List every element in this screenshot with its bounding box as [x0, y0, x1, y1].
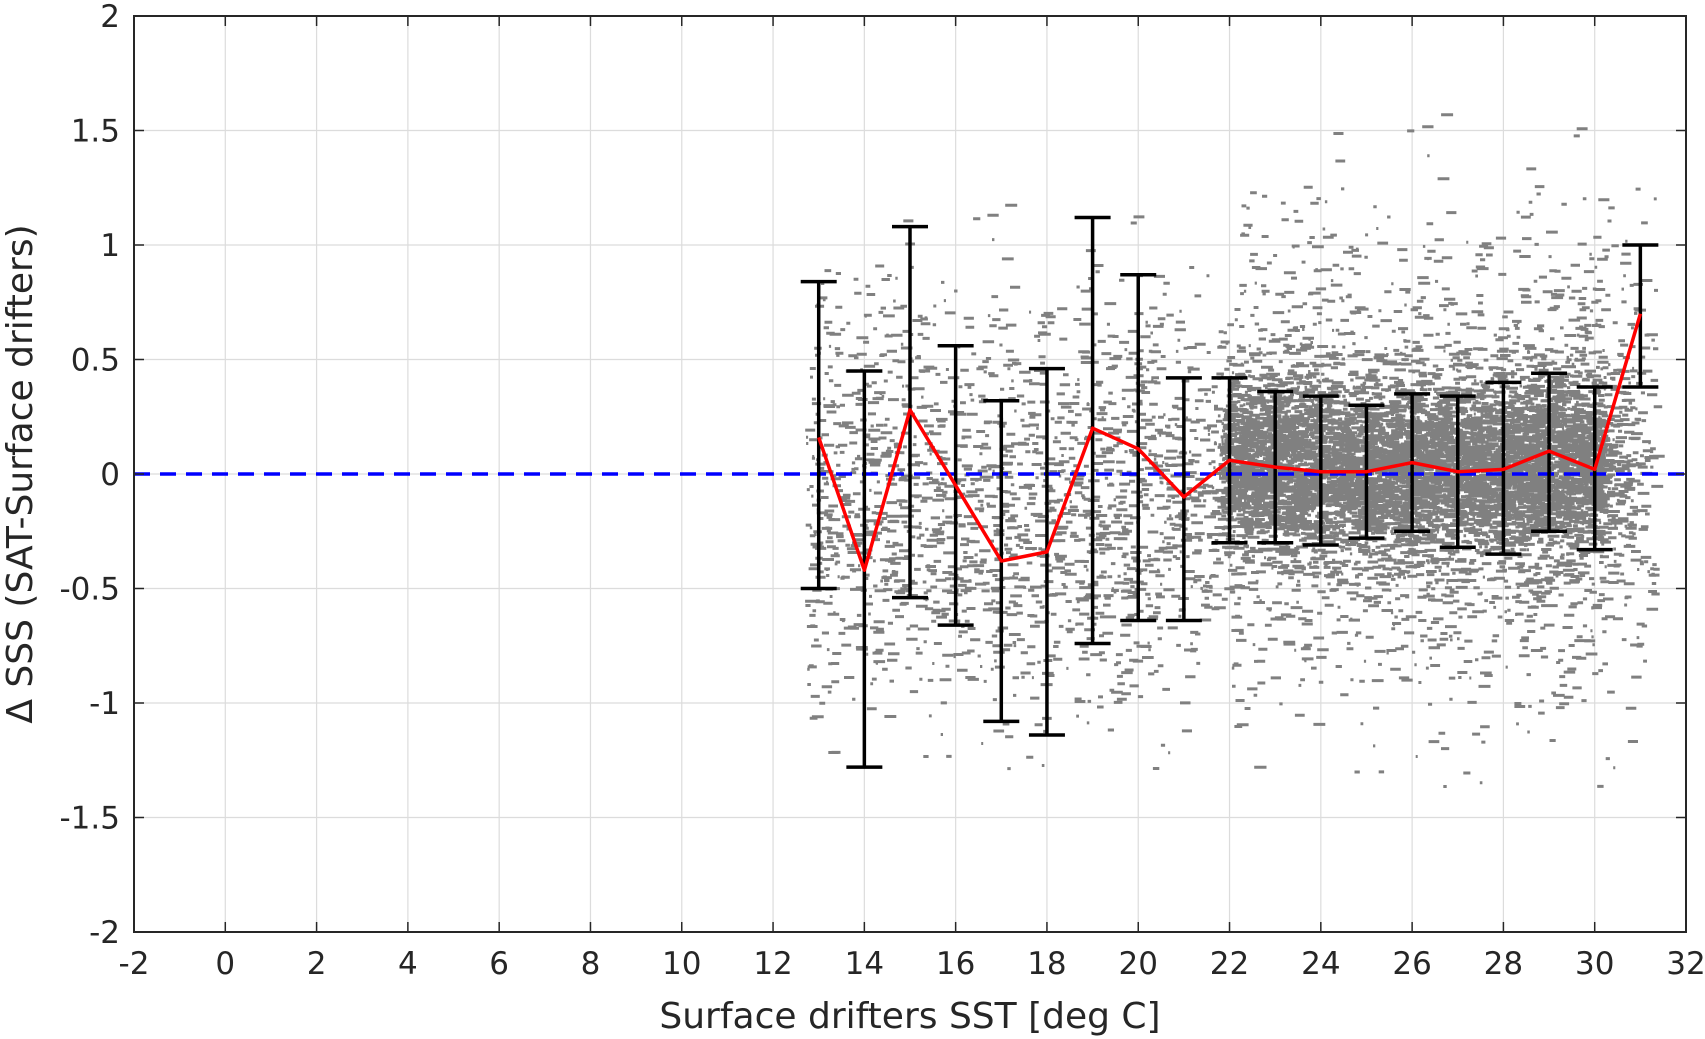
x-axis-title: Surface drifters SST [deg C] [659, 996, 1160, 1037]
y-tick-label: -1 [89, 686, 120, 722]
x-tick-label: 22 [1210, 946, 1249, 982]
x-tick-label: 32 [1666, 946, 1705, 982]
x-tick-label: 26 [1392, 946, 1431, 982]
x-tick-label: 2 [307, 946, 327, 982]
y-tick-label: 2 [100, 0, 120, 35]
x-tick-label: 8 [581, 946, 601, 982]
y-tick-label: 1.5 [71, 114, 120, 150]
x-tick-label: 24 [1301, 946, 1340, 982]
x-tick-label: 12 [753, 946, 792, 982]
x-tick-label: 4 [398, 946, 418, 982]
x-tick-label: 16 [936, 946, 975, 982]
x-tick-label: 18 [1027, 946, 1066, 982]
y-tick-label: -1.5 [60, 801, 121, 837]
y-tick-label: 0 [100, 457, 120, 493]
x-tick-label: 0 [215, 946, 235, 982]
x-tick-label: 10 [662, 946, 701, 982]
x-tick-label: 14 [845, 946, 884, 982]
y-tick-label: 0.5 [71, 343, 120, 379]
y-tick-label: -0.5 [60, 572, 121, 608]
x-tick-label: 20 [1119, 946, 1158, 982]
y-tick-label: 1 [100, 228, 120, 264]
x-tick-label: -2 [119, 946, 150, 982]
y-tick-label: -2 [89, 915, 120, 951]
mean-line [817, 313, 1643, 572]
axis-ticks: -2 0 2 4 6 8 10 12 14 16 18 20 22 24 26 28 30 3221.510.50… [60, 0, 1705, 982]
y-axis-title: Δ SSS (SAT-Surface drifters) [0, 224, 41, 723]
x-tick-label: 28 [1484, 946, 1523, 982]
x-tick-label: 30 [1575, 946, 1614, 982]
x-tick-label: 6 [489, 946, 509, 982]
